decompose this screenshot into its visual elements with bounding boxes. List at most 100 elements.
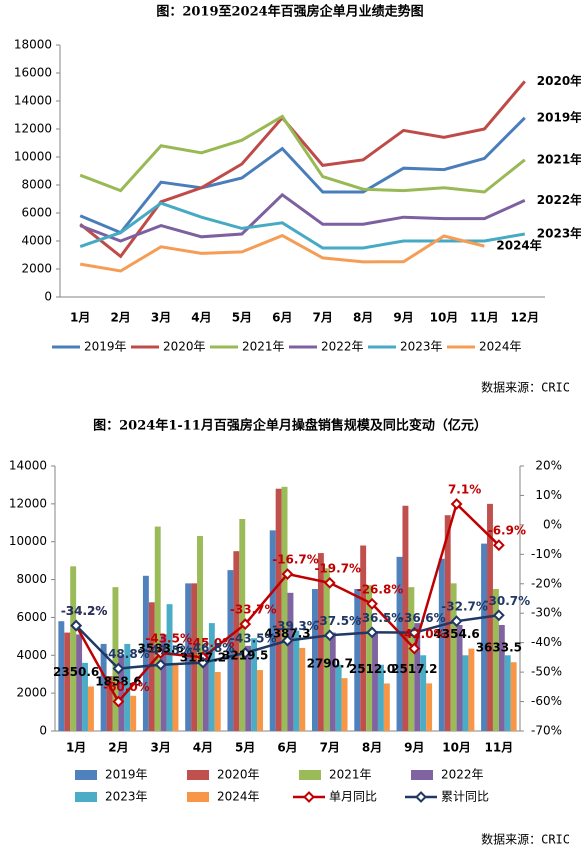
bar: [481, 543, 488, 731]
marker: [408, 642, 421, 655]
bar: [70, 566, 77, 731]
data-label: 3583.6: [138, 642, 184, 656]
bar: [64, 632, 71, 731]
bar: [82, 662, 88, 731]
x-tick-label: 7月: [320, 741, 340, 755]
y2-tick-label: -60%: [531, 694, 562, 708]
data-label: 4387.3: [264, 626, 310, 640]
x-tick-label: 11月: [485, 741, 514, 755]
x-tick-label: 7月: [313, 311, 333, 325]
data-label: 4354.6: [433, 627, 479, 641]
end-label: 2024年: [496, 238, 541, 253]
y-tick-label: 6000: [21, 206, 52, 220]
bar: [335, 664, 342, 731]
bar: [462, 655, 469, 731]
end-label: 2019年: [537, 109, 581, 124]
bar: [396, 556, 403, 731]
data-label: -26.8%: [357, 582, 404, 596]
marker: [112, 662, 125, 675]
bar: [354, 589, 361, 731]
bar: [366, 585, 373, 731]
legend-swatch: [75, 770, 97, 780]
y-tick-label: 8000: [21, 178, 52, 192]
end-label: 2020年: [537, 73, 581, 88]
data-label: -32.7%: [441, 600, 488, 614]
y2-tick-label: 10%: [535, 488, 562, 502]
y-tick-label: 12000: [14, 122, 52, 136]
marker: [281, 568, 294, 580]
y-tick-label: 12000: [9, 496, 47, 510]
bar: [233, 551, 240, 731]
legend-label: 2023年: [105, 790, 148, 804]
data-label: -34.2%: [61, 604, 108, 618]
bar: [299, 647, 306, 731]
bar: [197, 536, 203, 731]
data-label: 3633.5: [476, 641, 522, 655]
data-label: -6.9%: [488, 524, 526, 538]
bar: [450, 583, 457, 731]
legend-swatch: [415, 791, 427, 803]
bar: [166, 604, 173, 731]
marker: [323, 576, 336, 589]
bar: [360, 545, 367, 731]
bar: [287, 592, 294, 731]
data-label: -19.7%: [314, 561, 361, 575]
bar: [76, 634, 83, 731]
bar: [341, 678, 348, 731]
y-tick-label: 14000: [9, 459, 47, 473]
source: 数据来源：CRIC: [481, 832, 570, 847]
marker: [366, 626, 378, 639]
bar: [323, 568, 330, 731]
y-tick-label: 16000: [14, 66, 52, 80]
y2-tick-label: -10%: [531, 547, 562, 561]
marker: [154, 658, 167, 671]
marker: [112, 695, 125, 708]
data-label: -36.5%: [357, 611, 404, 625]
marker: [492, 609, 505, 622]
legend-label: 2021年: [242, 340, 285, 354]
y-tick-label: 10000: [9, 534, 47, 548]
bar: [426, 683, 433, 731]
marker: [492, 539, 505, 552]
legend-label: 2019年: [84, 340, 127, 354]
data-label: -47.5%: [145, 643, 192, 657]
y-tick-label: 2000: [21, 262, 52, 276]
line: [79, 114, 526, 194]
legend-label: 2022年: [441, 768, 484, 782]
y-tick-label: 4000: [21, 234, 52, 248]
bar: [468, 648, 475, 731]
bar: [312, 589, 318, 731]
bar: [408, 587, 415, 731]
marker: [408, 626, 421, 639]
end-label: 2021年: [537, 151, 581, 166]
x-tick-label: 2月: [110, 311, 130, 325]
legend-label: 2023年: [400, 340, 443, 354]
y2-tick-label: -50%: [531, 665, 562, 679]
source: 数据来源：CRIC: [481, 380, 570, 395]
y2-tick-label: 0%: [543, 517, 562, 531]
marker: [239, 618, 252, 631]
bar: [172, 663, 179, 731]
bar: [456, 625, 463, 731]
marker: [450, 498, 463, 510]
bar: [269, 530, 276, 731]
chart-title: 图：2019至2024年百强房企单月业绩走势图: [156, 4, 423, 20]
legend-label: 单月同比: [329, 790, 377, 804]
data-label: -60.0%: [103, 680, 150, 694]
bar: [154, 526, 161, 731]
bar: [383, 683, 390, 731]
data-label: -45.0%: [188, 636, 235, 650]
x-tick-label: 4月: [191, 311, 211, 325]
bar: [257, 670, 263, 731]
marker: [154, 647, 167, 659]
bar: [498, 625, 505, 731]
data-label: -43.5%: [145, 631, 192, 645]
bar: [420, 655, 427, 731]
data-label: -43.5%: [230, 631, 277, 645]
data-label: -48.8%: [103, 647, 150, 661]
data-label: 2350.6: [53, 665, 99, 679]
bar: [227, 570, 234, 731]
y2-tick-label: 20%: [535, 459, 562, 473]
line: [79, 192, 526, 243]
end-label: 2022年: [537, 192, 581, 207]
